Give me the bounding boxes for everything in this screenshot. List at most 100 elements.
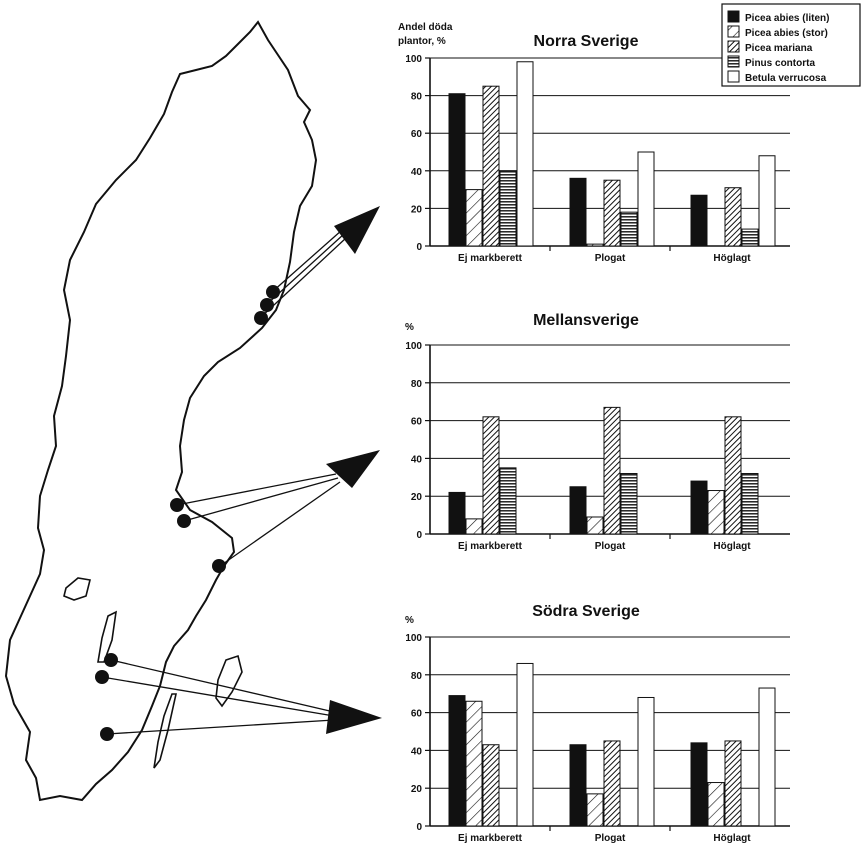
arrow-line xyxy=(101,676,335,717)
y-tick-label: 60 xyxy=(411,709,423,720)
bar-betula-verrucosa xyxy=(516,61,534,247)
bar-picea-abies-stor xyxy=(465,518,483,535)
bar-picea-abies-liten xyxy=(569,177,587,247)
bar-picea-abies-liten xyxy=(569,744,587,827)
x-category-label: Plogat xyxy=(595,253,626,264)
bar-pinus-contorta xyxy=(741,228,759,247)
y-tick-label: 0 xyxy=(416,242,422,253)
lake-vattern xyxy=(97,610,118,663)
arrow-line xyxy=(271,229,343,293)
lake-vanern xyxy=(63,577,91,601)
bar-betula-verrucosa xyxy=(758,155,776,247)
chart-title: Mellansverige xyxy=(533,312,639,329)
legend-box xyxy=(721,3,861,87)
site-dot-icon xyxy=(260,298,274,312)
bar-picea-mariana xyxy=(482,416,500,535)
arrow-line xyxy=(259,237,347,319)
y-tick-label: 20 xyxy=(411,492,423,503)
y-tick-label: 80 xyxy=(411,92,423,103)
arrow-line xyxy=(106,719,335,735)
chart-norra-sverige: Norra Sverige Andel döda plantor, % 0 20 40 60… xyxy=(398,22,790,264)
chart-title: Norra Sverige xyxy=(534,33,639,50)
legend-swatch xyxy=(727,55,740,68)
bar-pinus-contorta xyxy=(620,211,638,247)
x-category-label: Ej markberett xyxy=(458,253,523,264)
y-tick-label: 40 xyxy=(411,167,423,178)
arrow-icon xyxy=(326,450,380,488)
y-axis-label: plantor, % xyxy=(398,36,446,47)
bar-picea-abies-liten xyxy=(448,695,466,827)
bar-pinus-contorta xyxy=(741,473,759,535)
bar-betula-verrucosa xyxy=(637,696,655,827)
sweden-outline-map xyxy=(4,20,318,802)
chart-mellansverige: Mellansverige% 0 20 40 60 80 100 Ej markberett P… xyxy=(405,312,790,552)
site-dot-icon xyxy=(100,727,114,741)
x-category-label: Höglagt xyxy=(713,833,751,844)
site-dot-icon xyxy=(212,559,226,573)
x-category-label: Höglagt xyxy=(713,253,751,264)
bar-picea-abies-stor xyxy=(707,782,725,827)
bar-picea-mariana xyxy=(482,744,500,827)
y-tick-label: 0 xyxy=(416,822,422,833)
y-tick-label: 40 xyxy=(411,746,423,757)
x-category-label: Ej markberett xyxy=(458,541,523,552)
legend-label: Picea mariana xyxy=(745,43,813,54)
site-dot-icon xyxy=(95,670,109,684)
y-tick-label: 80 xyxy=(411,671,423,682)
bar-picea-abies-liten xyxy=(690,742,708,827)
y-tick-label: 0 xyxy=(416,530,422,541)
legend-label: Picea abies (liten) xyxy=(745,13,829,24)
bar-picea-abies-liten xyxy=(690,194,708,247)
y-tick-label: 20 xyxy=(411,204,423,215)
arrow-icon xyxy=(334,206,380,254)
bar-picea-abies-liten xyxy=(448,491,466,535)
bar-picea-mariana xyxy=(724,740,742,827)
site-dot-icon xyxy=(266,285,280,299)
y-tick-label: 60 xyxy=(411,417,423,428)
north-sites xyxy=(254,206,380,325)
legend-label: Picea abies (stor) xyxy=(745,28,828,39)
bar-betula-verrucosa xyxy=(637,151,655,247)
sweden-map xyxy=(4,20,318,802)
bar-picea-mariana xyxy=(603,740,621,827)
y-axis-label: Andel döda xyxy=(398,22,453,33)
chart-legend: Picea abies (liten) Picea abies (stor) Pic… xyxy=(721,3,861,87)
site-markers xyxy=(95,206,382,741)
bar-picea-abies-liten xyxy=(690,480,708,535)
bar-picea-mariana xyxy=(603,179,621,247)
bar-pinus-contorta xyxy=(499,170,517,247)
bar-picea-abies-liten xyxy=(448,93,466,247)
bar-picea-mariana xyxy=(724,187,742,247)
site-dot-icon xyxy=(177,514,191,528)
island-oland xyxy=(153,693,177,769)
arrow-line xyxy=(176,473,337,506)
legend-label: Betula verrucosa xyxy=(745,73,827,84)
bar-pinus-contorta xyxy=(499,467,517,535)
x-category-label: Plogat xyxy=(595,833,626,844)
x-category-label: Höglagt xyxy=(713,541,751,552)
y-tick-label: 100 xyxy=(405,341,422,352)
bar-picea-abies-liten xyxy=(569,486,587,535)
site-dot-icon xyxy=(170,498,184,512)
bar-betula-verrucosa xyxy=(758,687,776,827)
central-sites xyxy=(170,450,380,573)
y-axis-label: % xyxy=(405,615,414,626)
south-sites xyxy=(95,653,382,741)
bar-picea-abies-stor xyxy=(465,189,483,247)
legend-label: Pinus contorta xyxy=(745,58,815,69)
bar-picea-mariana xyxy=(724,416,742,535)
x-category-label: Plogat xyxy=(595,541,626,552)
island-gotland xyxy=(215,654,243,708)
chart-sodra-sverige: Södra Sverige% 0 20 40 60 80 100 Ej markberett P… xyxy=(405,603,790,844)
bar-picea-abies-stor xyxy=(707,490,725,535)
arrow-icon xyxy=(326,700,382,734)
bar-picea-mariana xyxy=(603,406,621,535)
y-tick-label: 60 xyxy=(411,129,423,140)
legend-swatch xyxy=(727,25,740,38)
bar-picea-abies-stor xyxy=(586,516,604,535)
x-category-label: Ej markberett xyxy=(458,833,523,844)
y-tick-label: 40 xyxy=(411,454,423,465)
bar-picea-abies-stor xyxy=(586,793,604,827)
y-tick-label: 20 xyxy=(411,784,423,795)
